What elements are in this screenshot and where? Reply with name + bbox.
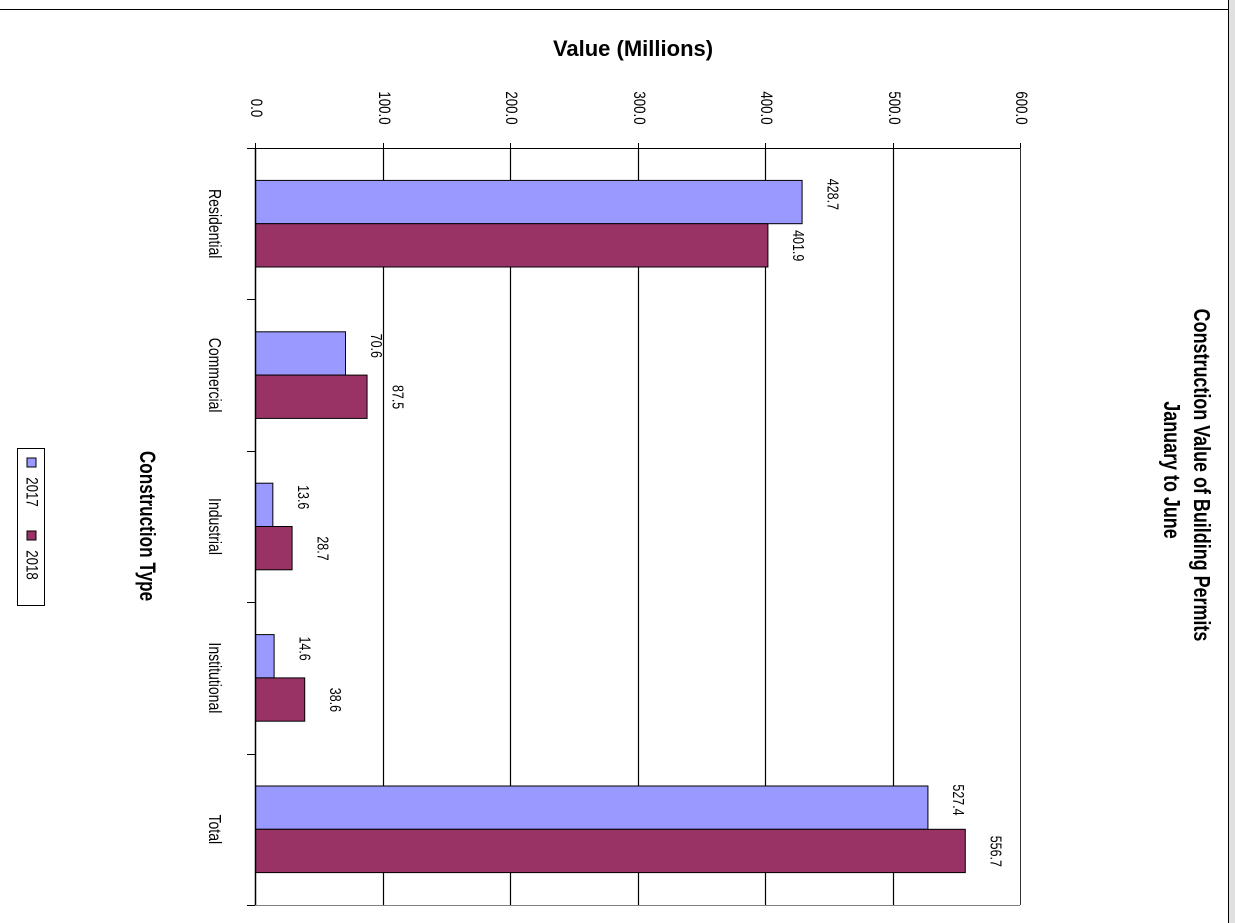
axis-layer: [247, 143, 1021, 906]
category-axis-title: Construction Type: [135, 451, 160, 601]
bar-layer: [255, 179, 966, 874]
category-label: Residential: [205, 189, 225, 258]
category-label: Total: [205, 814, 225, 844]
legend-swatch-2017: [26, 457, 37, 468]
value-axis-title: Value (Millions): [553, 36, 713, 61]
label-layer: 0.0 100.0 200.0 300.0 400.0 500.0 600.0 Residen…: [205, 91, 1031, 866]
data-label: 13.6: [294, 485, 312, 509]
data-label: 428.7: [823, 179, 841, 210]
category-label: Commercial: [205, 338, 225, 413]
bar-2017-industrial: [255, 482, 274, 527]
data-label: 70.6: [366, 334, 384, 358]
legend: 2017 2018: [17, 448, 45, 606]
data-label: 87.5: [388, 385, 406, 409]
text-layer: Construction Value of Building PermitsJa…: [135, 36, 1214, 642]
value-tick-label: 300.0: [630, 91, 649, 124]
grid-layer: [382, 148, 1021, 905]
value-tick-label: 200.0: [502, 91, 521, 124]
bar-2018-residential: [255, 223, 769, 268]
bar-2018-commercial: [255, 374, 368, 419]
legend-swatch-2018: [26, 530, 37, 541]
data-label: 527.4: [949, 784, 967, 815]
chart-subtitle: January to June: [1158, 401, 1184, 538]
value-tick-label: 400.0: [757, 91, 776, 124]
bar-2017-total: [255, 785, 929, 830]
value-tick-label: 500.0: [885, 91, 904, 124]
data-label: 38.6: [326, 688, 344, 712]
data-label: 401.9: [789, 230, 807, 261]
bar-2018-institutional: [255, 677, 306, 722]
legend-box: [17, 448, 45, 606]
bar-2017-commercial: [255, 331, 347, 376]
chart-title: Construction Value of Building Permits: [1188, 309, 1214, 642]
data-label: 556.7: [986, 836, 1004, 867]
value-tick-label: 100.0: [375, 91, 394, 124]
legend-label-2017: 2017: [22, 477, 41, 506]
value-tick-label: 600.0: [1012, 91, 1031, 124]
bar-2017-institutional: [255, 634, 275, 679]
data-label: 14.6: [295, 636, 313, 660]
category-label: Institutional: [205, 642, 225, 713]
category-label: Industrial: [205, 498, 225, 555]
bar-2018-total: [255, 828, 966, 874]
data-label: 28.7: [313, 536, 331, 560]
window-edge: [1229, 0, 1235, 923]
bar-2017-residential: [255, 179, 803, 225]
bar-2018-industrial: [255, 526, 293, 571]
value-tick-label: 0.0: [247, 99, 266, 117]
legend-label-2018: 2018: [22, 550, 41, 579]
